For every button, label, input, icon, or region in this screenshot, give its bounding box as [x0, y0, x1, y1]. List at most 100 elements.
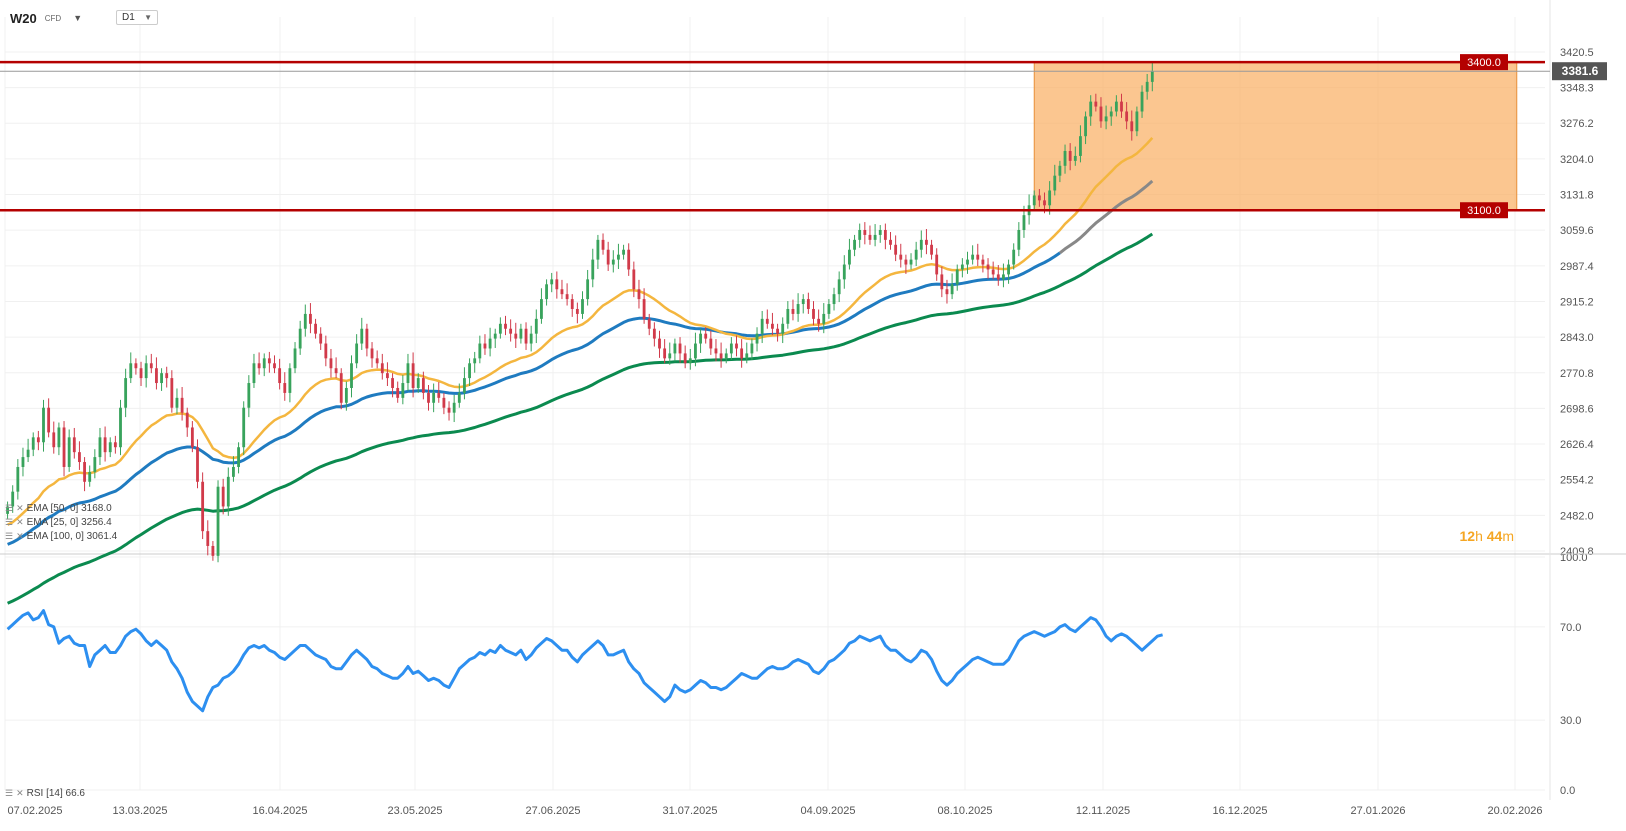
candle-body[interactable]: [442, 397, 446, 408]
candle-body[interactable]: [144, 363, 148, 379]
candle-body[interactable]: [601, 239, 605, 250]
candle-body[interactable]: [278, 368, 282, 384]
candle-body[interactable]: [996, 274, 1000, 280]
candle-body[interactable]: [919, 239, 923, 250]
candle-body[interactable]: [1114, 101, 1118, 112]
candle-body[interactable]: [1094, 101, 1098, 107]
candle-body[interactable]: [1140, 91, 1144, 112]
candle-body[interactable]: [509, 328, 513, 334]
candle-body[interactable]: [560, 289, 564, 295]
candle-body[interactable]: [848, 249, 851, 265]
candle-body[interactable]: [1079, 136, 1082, 156]
candle-body[interactable]: [714, 348, 718, 354]
candle-body[interactable]: [31, 437, 35, 450]
candle-body[interactable]: [273, 363, 276, 369]
legend-ema25[interactable]: ☰ ✕ EMA [25, 0] 3256.4: [5, 517, 112, 528]
candle-body[interactable]: [67, 437, 71, 467]
candle-body[interactable]: [170, 378, 174, 408]
candle-body[interactable]: [88, 471, 92, 482]
candle-body[interactable]: [139, 368, 143, 379]
candle-body[interactable]: [755, 333, 759, 344]
candle-body[interactable]: [889, 239, 892, 245]
candle-body[interactable]: [334, 368, 338, 374]
candle-body[interactable]: [632, 269, 636, 290]
candle-body[interactable]: [822, 313, 826, 324]
candle-body[interactable]: [478, 343, 482, 359]
candle-body[interactable]: [658, 338, 661, 349]
candle-body[interactable]: [540, 299, 543, 319]
candle-body[interactable]: [380, 363, 384, 374]
candle-body[interactable]: [83, 462, 86, 482]
candle-body[interactable]: [529, 333, 533, 344]
candle-body[interactable]: [252, 363, 256, 384]
candle-body[interactable]: [652, 328, 656, 339]
candle-body[interactable]: [688, 358, 692, 364]
candle-body[interactable]: [611, 259, 615, 265]
candle-body[interactable]: [175, 397, 179, 408]
candle-body[interactable]: [498, 323, 502, 334]
candle-body[interactable]: [309, 313, 312, 324]
candle-body[interactable]: [606, 249, 610, 265]
candle-body[interactable]: [452, 402, 456, 413]
candle-body[interactable]: [406, 363, 410, 384]
candle-body[interactable]: [416, 378, 420, 388]
candle-body[interactable]: [155, 368, 158, 384]
candle-body[interactable]: [206, 531, 210, 546]
candle-body[interactable]: [940, 274, 944, 290]
candle-body[interactable]: [858, 229, 862, 240]
candle-body[interactable]: [647, 318, 651, 329]
candle-body[interactable]: [981, 259, 985, 265]
candle-body[interactable]: [1099, 106, 1103, 122]
candle-body[interactable]: [216, 486, 220, 556]
candle-body[interactable]: [570, 299, 574, 309]
candle-body[interactable]: [791, 308, 795, 314]
candle-body[interactable]: [242, 407, 246, 448]
candle-body[interactable]: [817, 318, 821, 324]
candle-body[interactable]: [960, 264, 964, 270]
candle-body[interactable]: [339, 373, 343, 403]
candle-body[interactable]: [370, 348, 374, 359]
candle-body[interactable]: [365, 328, 369, 349]
candle-body[interactable]: [971, 254, 975, 260]
candle-body[interactable]: [113, 442, 117, 448]
candle-body[interactable]: [283, 383, 287, 393]
candle-body[interactable]: [729, 343, 733, 354]
candle-body[interactable]: [386, 373, 389, 379]
candle-body[interactable]: [1048, 190, 1052, 206]
candle-body[interactable]: [550, 279, 554, 285]
candle-body[interactable]: [42, 407, 45, 443]
candle-body[interactable]: [257, 363, 261, 369]
candle-body[interactable]: [719, 353, 723, 359]
candle-body[interactable]: [909, 259, 913, 265]
candle-body[interactable]: [6, 506, 9, 514]
candle-body[interactable]: [786, 308, 790, 324]
candle-body[interactable]: [1068, 150, 1072, 161]
timeframe-select[interactable]: D1 ▼: [116, 10, 158, 25]
candle-body[interactable]: [26, 449, 30, 458]
candle-body[interactable]: [750, 343, 754, 354]
candle-body[interactable]: [355, 343, 359, 364]
candle-body[interactable]: [781, 323, 785, 334]
candle-body[interactable]: [699, 333, 702, 344]
candle-body[interactable]: [221, 486, 225, 507]
candle-body[interactable]: [945, 289, 949, 295]
candle-body[interactable]: [421, 378, 425, 393]
legend-ema100[interactable]: ☰ ✕ EMA [100, 0] 3061.4: [5, 531, 117, 542]
candle-body[interactable]: [493, 333, 497, 339]
candle-body[interactable]: [534, 318, 538, 334]
candle-body[interactable]: [704, 333, 708, 339]
candle-body[interactable]: [324, 343, 328, 359]
candle-body[interactable]: [622, 249, 625, 255]
candle-body[interactable]: [1037, 195, 1041, 201]
candle-body[interactable]: [149, 363, 153, 369]
candle-body[interactable]: [555, 279, 559, 290]
close-icon[interactable]: ✕: [16, 788, 24, 798]
candle-body[interactable]: [1017, 229, 1021, 250]
candle-body[interactable]: [883, 229, 887, 240]
candle-body[interactable]: [1150, 71, 1154, 82]
candle-body[interactable]: [776, 328, 779, 334]
candle-body[interactable]: [1130, 121, 1134, 132]
candle-body[interactable]: [842, 264, 846, 280]
candle-body[interactable]: [103, 437, 107, 453]
candle-body[interactable]: [36, 437, 40, 443]
